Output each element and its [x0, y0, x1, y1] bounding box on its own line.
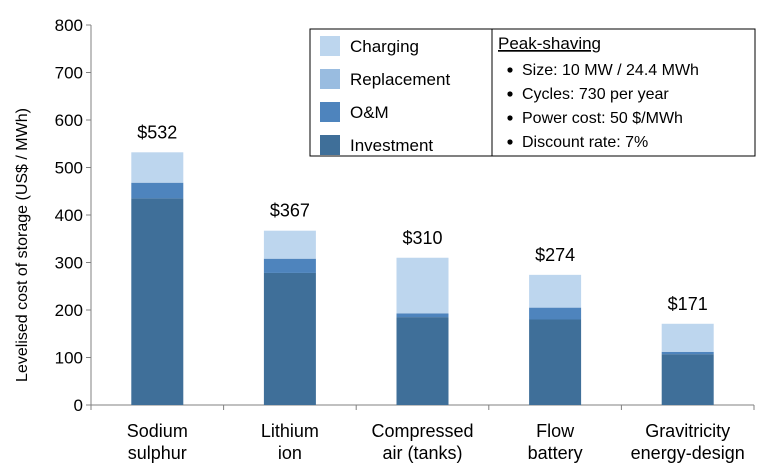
- bar-total-label: $310: [402, 228, 442, 248]
- bar-segment-o-m: [263, 258, 316, 273]
- x-category-label: sulphur: [128, 443, 187, 463]
- legend-label: Replacement: [350, 70, 450, 89]
- legend-label: O&M: [350, 103, 389, 122]
- y-tick-label: 600: [55, 111, 83, 130]
- legend-label: Charging: [350, 37, 419, 56]
- x-category-label: Flow: [536, 421, 575, 441]
- y-tick-label: 100: [55, 349, 83, 368]
- info-line: Discount rate: 7%: [522, 134, 648, 151]
- y-tick-label: 0: [74, 396, 83, 415]
- legend-swatch: [320, 69, 340, 89]
- bar-segment-charging: [396, 257, 449, 314]
- x-category-label: air (tanks): [382, 443, 462, 463]
- legend-box: [309, 28, 493, 157]
- annotation-box: Peak-shaving Size: 10 MW / 24.4 MWh Cycles…: [491, 28, 756, 157]
- info-line: Size: 10 MW / 24.4 MWh: [522, 62, 699, 79]
- bar-segment-o-m: [529, 307, 582, 320]
- info-bullet: [507, 115, 513, 121]
- bar-segment-charging: [131, 152, 184, 183]
- info-line: Power cost: 50 $/MWh: [522, 110, 683, 127]
- bar-segment-investment: [131, 198, 184, 405]
- legend-swatch: [320, 102, 340, 122]
- info-bullet: [507, 67, 513, 73]
- bar-segment-charging: [661, 323, 714, 352]
- x-category-label: energy-design: [631, 443, 745, 463]
- legend-swatch: [320, 135, 340, 155]
- bar-total-label: $532: [137, 122, 177, 142]
- bar-segment-o-m: [396, 313, 449, 318]
- bar-segment-charging: [529, 274, 582, 308]
- bar-segment-o-m: [661, 351, 714, 355]
- y-tick-label: 800: [55, 16, 83, 35]
- x-category-label: Compressed: [371, 421, 473, 441]
- legend: Charging Replacement O&M Investment: [309, 28, 493, 157]
- bars: [131, 152, 714, 405]
- y-tick-label: 200: [55, 301, 83, 320]
- y-tick-label: 500: [55, 159, 83, 178]
- bar-segment-charging: [263, 230, 316, 259]
- info-line: Cycles: 730 per year: [522, 86, 669, 103]
- info-box: [491, 28, 756, 157]
- axes: 0 100 200 300 400 500 600 700 800: [55, 16, 755, 415]
- bar-segment-investment: [263, 272, 316, 405]
- x-category-label: battery: [528, 443, 583, 463]
- x-category-label: Lithium: [261, 421, 319, 441]
- bar-total-label: $171: [668, 294, 708, 314]
- x-category-label: Sodium: [127, 421, 188, 441]
- info-bullet: [507, 91, 513, 97]
- x-category-label: ion: [278, 443, 302, 463]
- y-tick-label: 300: [55, 254, 83, 273]
- y-tick-label: 400: [55, 206, 83, 225]
- y-axis-label: Levelised cost of storage (US$ / MWh): [14, 108, 31, 382]
- x-category-label: Gravitricity: [645, 421, 730, 441]
- bar-segment-investment: [661, 354, 714, 405]
- bar-segment-investment: [529, 319, 582, 405]
- bar-total-label: $274: [535, 245, 575, 265]
- bar-segment-investment: [396, 317, 449, 405]
- bar-total-label: $367: [270, 201, 310, 221]
- legend-swatch: [320, 36, 340, 56]
- y-tick-label: 700: [55, 64, 83, 83]
- info-bullet: [507, 139, 513, 145]
- legend-label: Investment: [350, 136, 433, 155]
- bar-segment-o-m: [131, 182, 184, 199]
- info-title: Peak-shaving: [498, 34, 601, 53]
